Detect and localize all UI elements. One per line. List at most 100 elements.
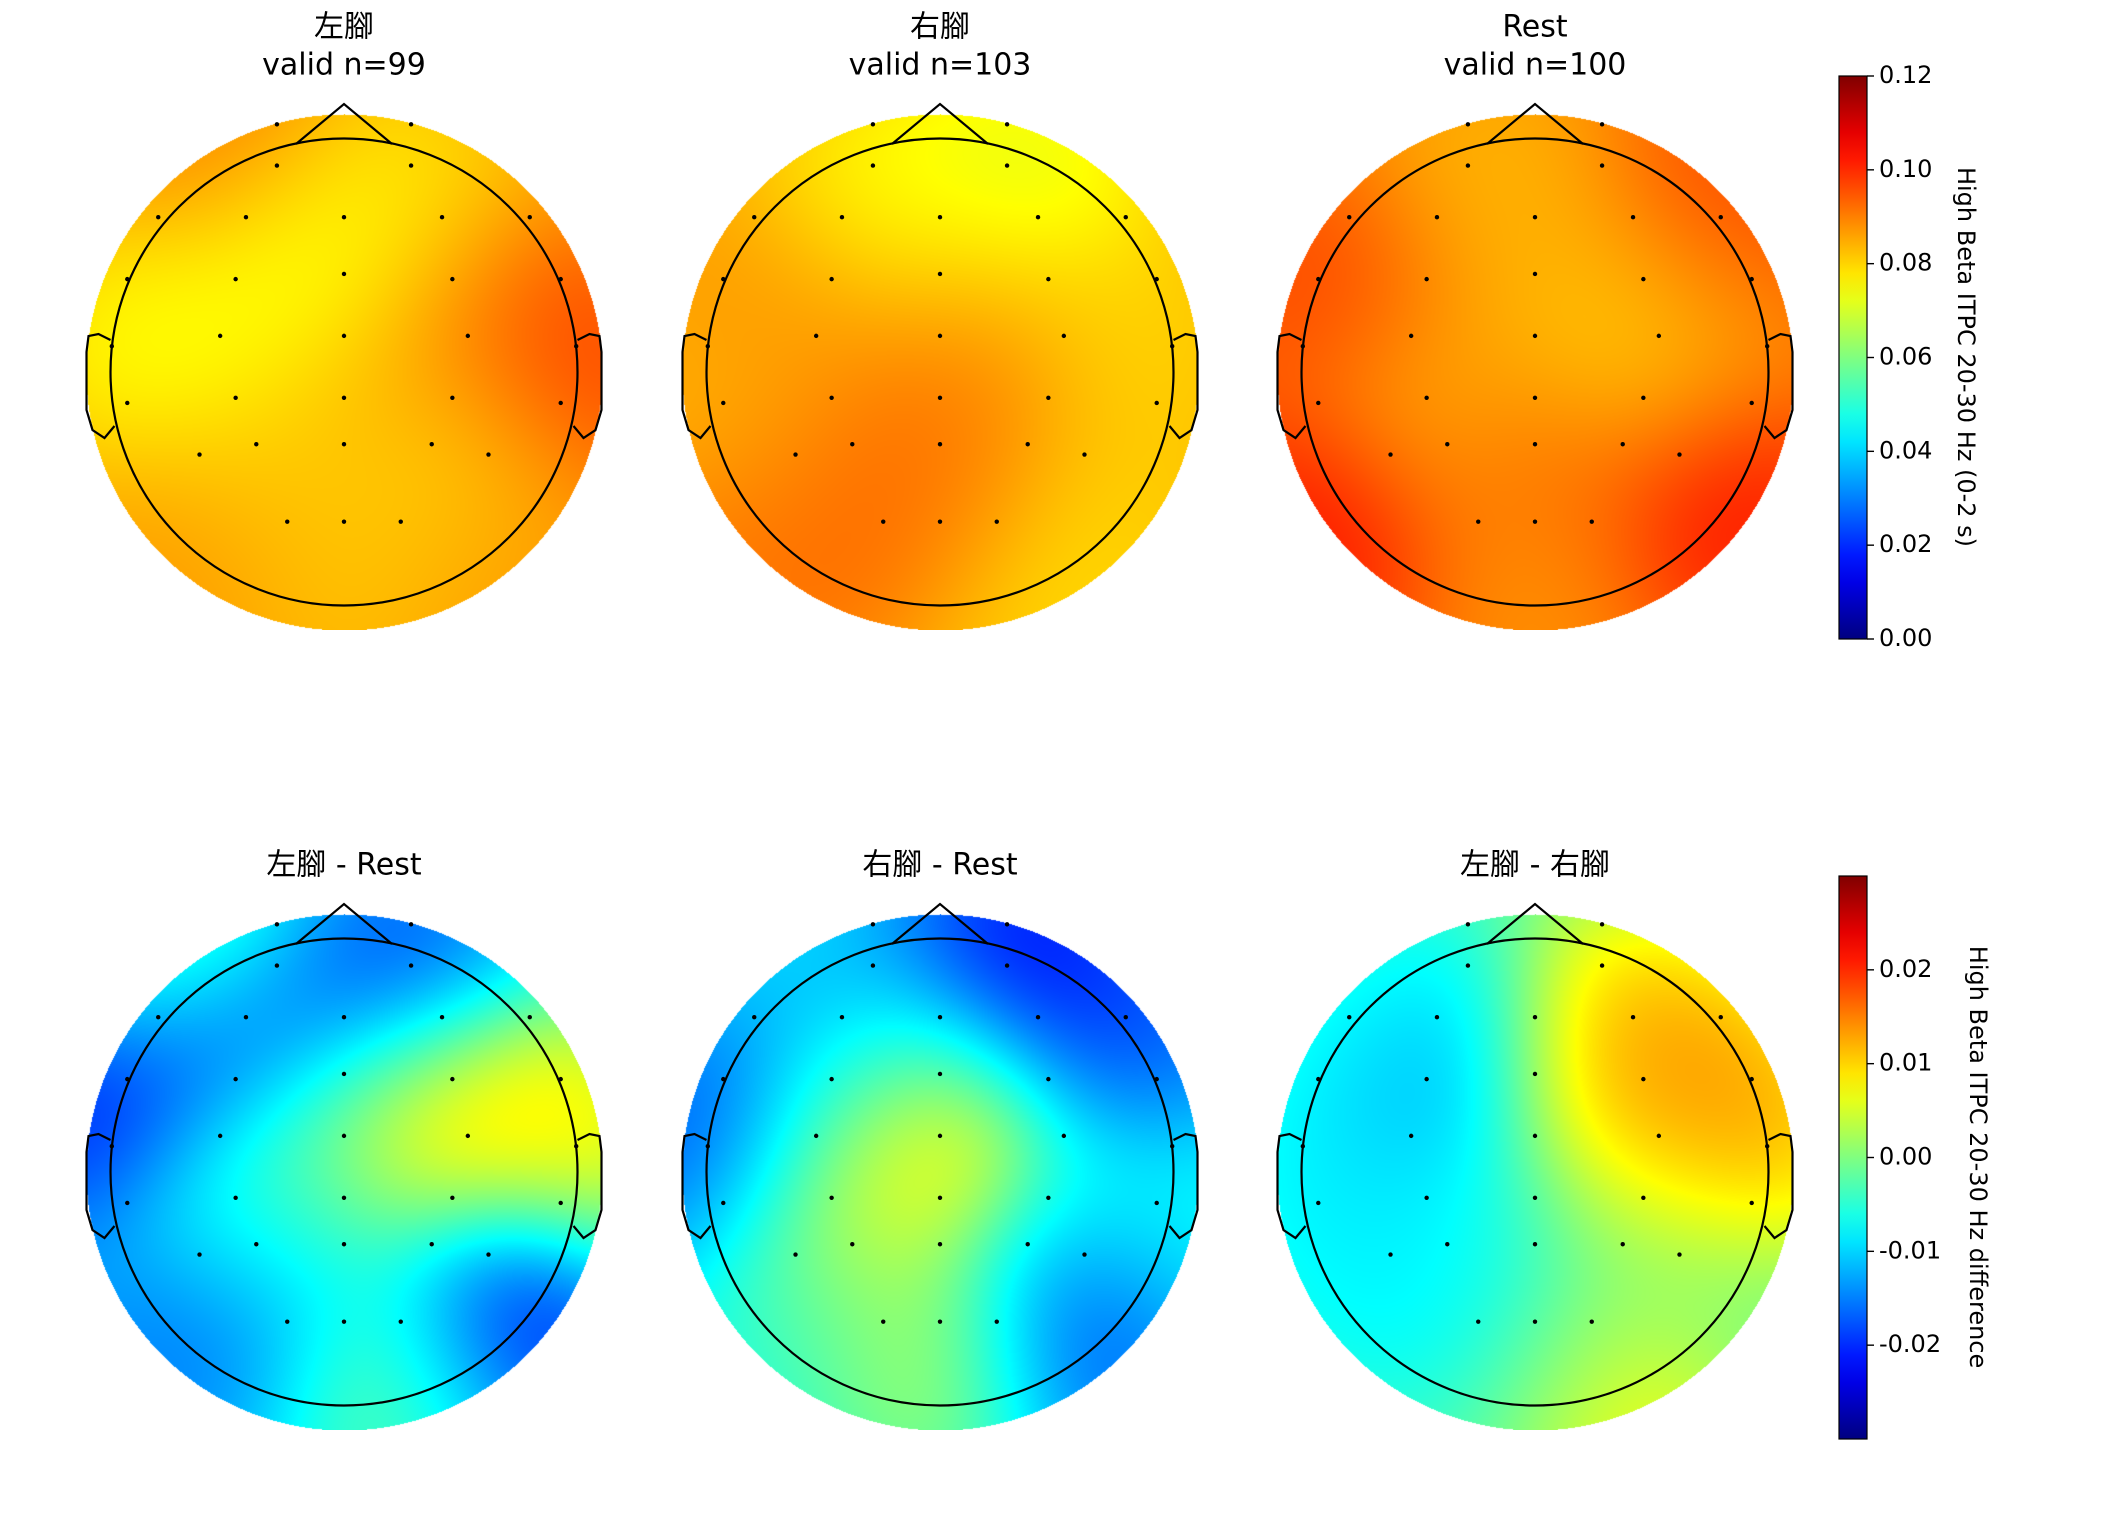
- sensor-dot: [1641, 1195, 1646, 1201]
- sensor-dot: [233, 276, 238, 282]
- sensor-dot: [1123, 1015, 1128, 1020]
- sensor-dot: [813, 333, 819, 339]
- sensor-dot: [465, 333, 471, 339]
- left-ear-outline: [85, 332, 116, 440]
- sensor-dot: [1656, 1133, 1662, 1139]
- sensor-dot: [197, 1252, 202, 1257]
- sensor-dot: [450, 395, 455, 400]
- sensor-dot: [1025, 442, 1030, 447]
- sensor-dot: [1445, 1242, 1450, 1247]
- topomap-heatmap: [86, 914, 602, 1430]
- sensor-dot: [341, 1015, 347, 1020]
- sensor-dot: [937, 442, 943, 447]
- sensor-dot: [233, 1076, 238, 1082]
- sensor-dot: [486, 452, 491, 457]
- sensor-dot: [527, 1015, 532, 1020]
- sensor-dot: [1532, 1319, 1538, 1324]
- sensor-dot: [558, 276, 563, 282]
- sensor-dot: [1424, 276, 1429, 282]
- sensor-dot: [341, 519, 347, 524]
- sensor-dot: [1749, 1200, 1754, 1206]
- sensor-dot: [1532, 1195, 1538, 1201]
- sensor-dot: [705, 344, 710, 349]
- head-outline: [705, 937, 1175, 1407]
- right-ear-outline: [572, 1132, 603, 1240]
- sensor-dot: [1532, 333, 1538, 339]
- right-ear-outline: [1168, 1132, 1199, 1240]
- sensor-dot: [829, 276, 834, 282]
- sensor-dot: [937, 395, 943, 400]
- colorbar-tick-label: 0.02: [1879, 530, 1932, 558]
- sensor-dot: [450, 1076, 455, 1082]
- sensor-dot: [429, 1242, 434, 1247]
- sensor-dot: [341, 1133, 347, 1139]
- sensor-dot: [752, 1015, 757, 1020]
- sensor-dot: [341, 395, 347, 400]
- colorbar-tick-label: 0.00: [1879, 624, 1932, 652]
- head-outline: [1300, 937, 1770, 1407]
- sensor-dot: [1620, 442, 1625, 447]
- sensor-dot: [1316, 1200, 1321, 1206]
- sensor-dot: [1465, 963, 1471, 968]
- sensor-dot: [1749, 1076, 1754, 1082]
- nose-outline: [891, 902, 989, 945]
- left-ear-outline: [85, 1132, 116, 1240]
- panel-title: valid n=103: [849, 48, 1032, 83]
- sensor-dot: [1599, 963, 1605, 968]
- sensor-dot: [1599, 122, 1605, 127]
- sensor-dot: [233, 1195, 238, 1201]
- colorbar-tick-label: 0.08: [1879, 249, 1932, 277]
- sensor-dot: [217, 333, 223, 339]
- sensor-dot: [217, 1133, 223, 1139]
- right-ear-outline: [1763, 1132, 1794, 1240]
- sensor-dot: [1154, 1076, 1159, 1082]
- panel-title: valid n=100: [1444, 48, 1627, 83]
- sensor-dot: [1532, 1133, 1538, 1139]
- sensor-dot: [1630, 1015, 1636, 1020]
- sensor-dot: [1424, 395, 1429, 400]
- sensor-dot: [125, 276, 130, 282]
- sensor-dot: [1532, 1242, 1538, 1247]
- topomap-panel-5: 右腳 - Rest: [681, 848, 1199, 1430]
- colorbar-tick-label: 0.04: [1879, 436, 1932, 464]
- sensor-dot: [408, 122, 414, 127]
- sensor-dot: [408, 163, 414, 168]
- sensor-dot: [1004, 922, 1010, 927]
- head-outline: [705, 137, 1175, 607]
- sensor-dot: [1046, 1195, 1051, 1201]
- colorbar-itpc-label: High Beta ITPC 20-30 Hz (0-2 s): [1952, 167, 1980, 547]
- sensor-dot: [1408, 333, 1414, 339]
- sensor-dot: [1347, 215, 1352, 220]
- topomap-heatmap: [682, 114, 1198, 630]
- sensor-dot: [1061, 333, 1067, 339]
- colorbar-tick-label: 0.12: [1879, 61, 1932, 89]
- sensor-dot: [1170, 344, 1175, 349]
- sensor-dot: [341, 1195, 347, 1201]
- sensor-dot: [1656, 333, 1662, 339]
- topomap-heatmap: [86, 114, 602, 630]
- topomap-panel-4: 左腳 - Rest: [85, 848, 603, 1430]
- sensor-dot: [1765, 344, 1770, 349]
- sensor-dot: [1641, 276, 1646, 282]
- sensor-dot: [243, 1015, 249, 1020]
- sensor-dot: [1445, 442, 1450, 447]
- sensor-dot: [341, 1242, 347, 1247]
- nose-outline: [891, 102, 989, 145]
- sensor-dot: [1154, 400, 1159, 406]
- sensor-dot: [1532, 442, 1538, 447]
- sensor-dot: [937, 1133, 943, 1139]
- sensor-dot: [1749, 400, 1754, 406]
- sensor-dot: [721, 1200, 726, 1206]
- panel-title: valid n=99: [262, 48, 426, 83]
- sensor-dot: [1123, 215, 1128, 220]
- sensor-dot: [1004, 122, 1010, 127]
- sensor-dot: [829, 1195, 834, 1201]
- sensor-dot: [1630, 215, 1636, 220]
- sensor-dot: [439, 1015, 445, 1020]
- panel-title: 右腳: [910, 10, 970, 45]
- sensor-dot: [1465, 922, 1471, 927]
- sensor-dot: [1300, 1144, 1306, 1149]
- left-ear-outline: [681, 1132, 712, 1240]
